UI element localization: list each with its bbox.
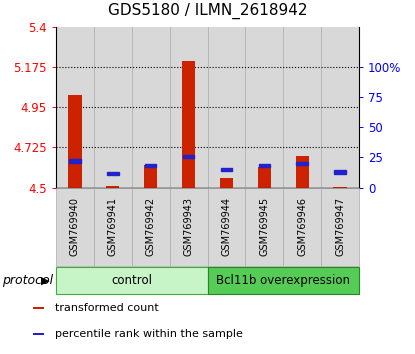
Bar	[56, 267, 208, 294]
Bar	[132, 188, 170, 266]
Text: Bcl11b overexpression: Bcl11b overexpression	[216, 274, 350, 287]
Text: control: control	[111, 274, 152, 287]
Bar	[208, 267, 359, 294]
Text: GSM769944: GSM769944	[222, 197, 232, 256]
Text: GSM769943: GSM769943	[183, 197, 193, 256]
Text: GSM769945: GSM769945	[259, 197, 269, 256]
Bar	[208, 27, 245, 188]
Bar	[321, 27, 359, 188]
Text: GSM769946: GSM769946	[297, 197, 307, 256]
Bar	[170, 188, 208, 266]
Bar	[220, 178, 233, 188]
Bar	[69, 159, 81, 162]
Text: percentile rank within the sample: percentile rank within the sample	[55, 329, 242, 339]
Bar	[170, 27, 208, 188]
Text: GDS5180 / ILMN_2618942: GDS5180 / ILMN_2618942	[108, 3, 307, 19]
Text: GSM769941: GSM769941	[108, 197, 118, 256]
Bar	[183, 155, 194, 158]
Bar	[68, 95, 82, 188]
Text: protocol: protocol	[2, 274, 53, 287]
Bar	[259, 164, 270, 167]
Text: GSM769942: GSM769942	[146, 197, 156, 256]
Bar	[283, 188, 321, 266]
Bar	[33, 333, 44, 335]
Text: GSM769947: GSM769947	[335, 197, 345, 256]
Bar	[182, 62, 195, 188]
Bar	[295, 156, 309, 188]
Bar	[334, 170, 346, 173]
Text: transformed count: transformed count	[55, 303, 159, 313]
Bar	[56, 188, 94, 266]
Bar	[333, 187, 347, 188]
Bar	[106, 186, 120, 188]
Bar	[296, 162, 308, 165]
Bar	[94, 27, 132, 188]
Bar	[33, 307, 44, 309]
Bar	[245, 188, 283, 266]
Bar	[258, 167, 271, 188]
Bar	[56, 27, 94, 188]
Bar	[94, 188, 132, 266]
Bar	[221, 168, 232, 171]
Text: GSM769940: GSM769940	[70, 197, 80, 256]
Bar	[132, 27, 170, 188]
Bar	[245, 27, 283, 188]
Bar	[107, 171, 119, 175]
Bar	[208, 188, 245, 266]
Bar	[144, 165, 157, 188]
Bar	[283, 27, 321, 188]
Bar	[145, 164, 156, 167]
Bar	[321, 188, 359, 266]
Text: ▶: ▶	[42, 275, 50, 286]
